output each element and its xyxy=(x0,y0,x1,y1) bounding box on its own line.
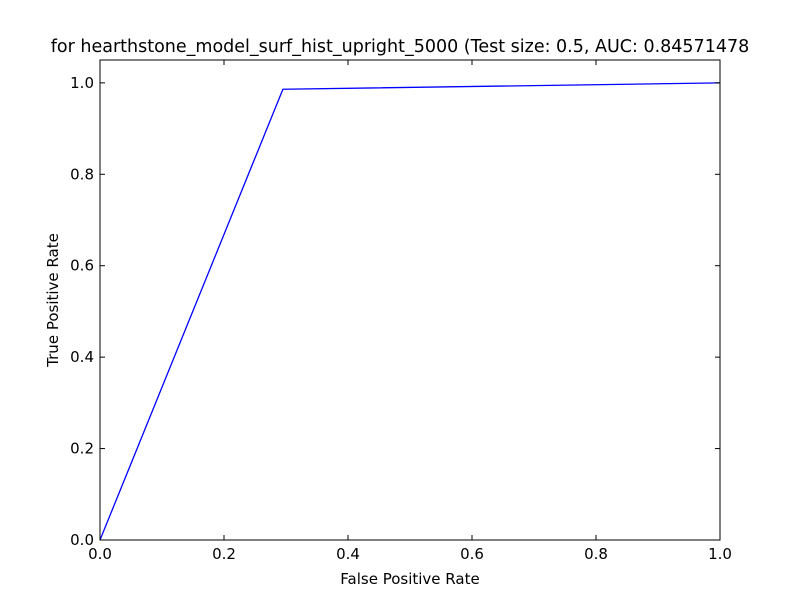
x-tick-label: 0.2 xyxy=(212,545,236,563)
roc-curve-line xyxy=(99,82,721,541)
y-tick-label: 0.2 xyxy=(70,440,94,458)
x-tick-label: 0.4 xyxy=(336,545,360,563)
y-tick-label: 1.0 xyxy=(70,74,94,92)
chart-title: for hearthstone_model_surf_hist_upright_… xyxy=(51,37,749,57)
x-axis-label: False Positive Rate xyxy=(340,570,479,588)
x-tick-label: 0.6 xyxy=(460,545,484,563)
y-tick-label: 0.8 xyxy=(70,165,94,183)
x-tick-label: 0.8 xyxy=(584,545,608,563)
plot-area: 0.0 0.2 0.4 0.6 0.8 1.0 0.0 0.2 0.4 0.6 0.8 1.0 xyxy=(70,59,732,563)
plot-frame xyxy=(99,59,721,541)
y-tick-label: 0.6 xyxy=(70,257,94,275)
y-tick-label: 0.4 xyxy=(70,348,94,366)
y-tick-label: 0.0 xyxy=(70,531,94,549)
y-axis-label: True Positive Rate xyxy=(44,233,62,368)
x-tick-label: 1.0 xyxy=(708,545,732,563)
x-tick-label: 0.0 xyxy=(88,545,112,563)
